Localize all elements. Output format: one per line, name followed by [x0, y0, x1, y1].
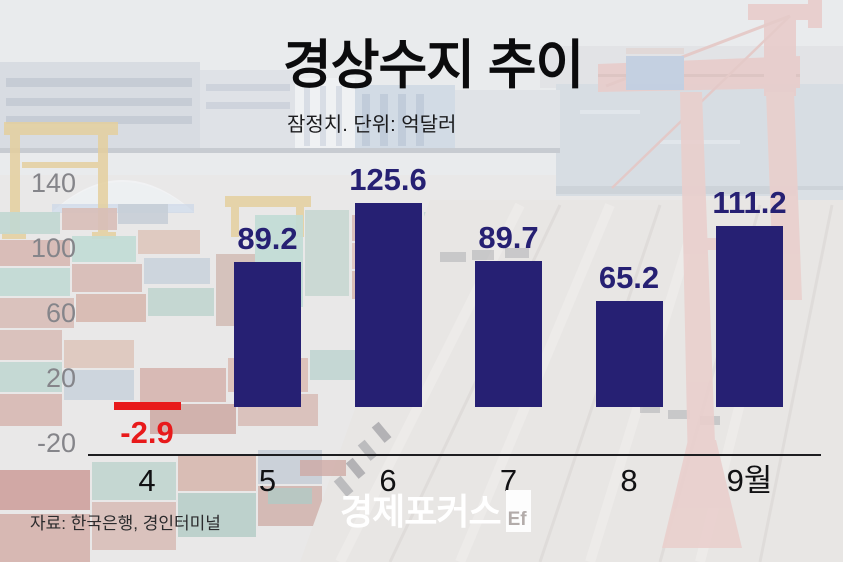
publisher-logo-text: 경제포커스 [340, 491, 502, 532]
x-tick-label: 8 [620, 463, 638, 498]
bar [234, 262, 301, 407]
hanging-container [626, 56, 684, 90]
chart-subtitle: 잠정치. 단위: 억달러 [287, 114, 457, 136]
publisher-logo-badge-letters: Ef [507, 509, 527, 530]
x-tick-label: 7 [499, 463, 518, 498]
chart-title: 경상수지 추이 [283, 36, 584, 95]
bar-value-label: 65.2 [598, 260, 660, 296]
bar-value-label: 89.7 [478, 220, 539, 256]
bar-value-label: 125.6 [349, 161, 427, 197]
publisher-logo-badge: Ef [505, 490, 531, 532]
bar-value-label: -2.9 [120, 415, 174, 450]
bar-negative [113, 402, 181, 410]
y-tick-label: -20 [36, 427, 76, 458]
bar [595, 301, 663, 407]
bar-value-label: 89.2 [237, 221, 298, 257]
y-tick-label: 100 [30, 232, 76, 263]
container-train [268, 421, 392, 504]
y-tick-label: 20 [45, 362, 76, 393]
y-tick-label: 60 [45, 297, 76, 328]
x-tick-label: 6 [379, 463, 397, 498]
source-note: 자료: 한국은행, 경인터미널 [30, 514, 221, 533]
bar [716, 226, 783, 407]
x-tick-label: 4 [138, 463, 156, 498]
y-tick-label: 140 [30, 167, 76, 198]
x-tick-label: 5 [258, 463, 277, 498]
bar [475, 261, 542, 407]
bar-value-label: 111.2 [712, 185, 787, 221]
x-axis-line [88, 454, 821, 456]
gantry-crane [598, 0, 822, 548]
crane-spreader [626, 48, 684, 54]
bar [354, 202, 422, 407]
warehouse-buildings [0, 62, 560, 153]
x-tick-label: 9월 [726, 463, 773, 498]
publisher-logo: 경제포커스 Ef [340, 490, 531, 532]
